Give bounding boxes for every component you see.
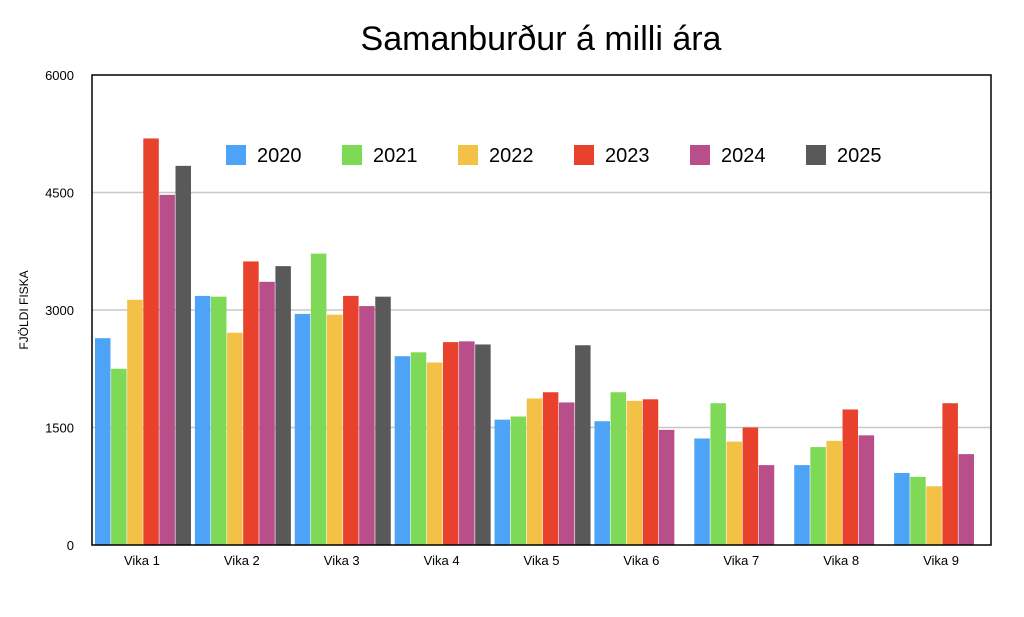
bar-2023-vika-7	[742, 427, 759, 545]
bar-2022-vika-3	[326, 314, 343, 545]
y-tick-label: 6000	[45, 68, 74, 83]
grid-lines	[92, 191, 991, 429]
x-tick-label: Vika 7	[723, 553, 759, 568]
bar-2021-vika-9	[910, 476, 926, 545]
bar-2023-vika-4	[442, 342, 459, 545]
x-tick-label: Vika 6	[623, 553, 659, 568]
bar-2024-vika-7	[758, 465, 775, 545]
bar-2020-vika-3	[294, 313, 311, 545]
bar-2022-vika-1	[127, 299, 143, 545]
bar-2020-vika-8	[794, 465, 810, 545]
bar-2020-vika-7	[694, 438, 710, 545]
bar-2024-vika-4	[459, 341, 475, 545]
legend-swatch-2024	[690, 145, 710, 165]
bar-2020-vika-4	[394, 356, 411, 545]
bar-2021-vika-6	[610, 392, 627, 545]
legend-swatch-2022	[458, 145, 478, 165]
bar-2024-vika-5	[558, 402, 575, 545]
y-tick-label: 0	[67, 538, 74, 553]
legend-label-2021: 2021	[373, 145, 418, 167]
bar-2022-vika-8	[826, 440, 842, 545]
bar-2021-vika-1	[111, 368, 127, 545]
bar-2024-vika-8	[858, 435, 875, 545]
bar-2025-vika-5	[575, 345, 591, 545]
x-tick-label: Vika 4	[424, 553, 460, 568]
bar-2021-vika-7	[710, 403, 726, 545]
plot-frame	[91, 74, 992, 546]
legend-label-2023: 2023	[605, 145, 650, 167]
bar-2022-vika-5	[526, 398, 543, 545]
x-tick-label: Vika 5	[524, 553, 560, 568]
bar-2023-vika-9	[942, 403, 958, 545]
bar-2020-vika-1	[95, 338, 111, 545]
y-tick-label: 1500	[45, 421, 74, 436]
bar-2025-vika-1	[175, 165, 191, 545]
bars	[95, 138, 975, 545]
legend-label-2025: 2025	[837, 145, 882, 167]
chart-title: Samanburður á milli ára	[361, 20, 722, 58]
bar-2020-vika-9	[894, 472, 910, 545]
legend: 2020 2021 2022 2023 2024 2025	[226, 145, 882, 167]
bar-2025-vika-4	[475, 344, 491, 545]
x-tick-label: Vika 8	[823, 553, 859, 568]
bar-2021-vika-3	[310, 253, 327, 545]
legend-swatch-2021	[342, 145, 362, 165]
bar-2022-vika-7	[726, 441, 743, 545]
bar-2023-vika-5	[542, 392, 559, 545]
legend-label-2020: 2020	[257, 145, 302, 167]
x-tick-label: Vika 9	[923, 553, 959, 568]
bar-2021-vika-5	[510, 416, 527, 545]
bar-2022-vika-6	[626, 400, 643, 545]
legend-label-2024: 2024	[721, 145, 766, 167]
legend-label-2022: 2022	[489, 145, 534, 167]
bar-2022-vika-2	[227, 332, 243, 545]
x-tick-label: Vika 2	[224, 553, 260, 568]
bar-2025-vika-2	[275, 266, 291, 545]
x-tick-label: Vika 1	[124, 553, 160, 568]
legend-swatch-2025	[806, 145, 826, 165]
y-tick-label: 4500	[45, 186, 74, 201]
bar-2024-vika-6	[658, 429, 675, 545]
bar-2024-vika-9	[958, 454, 975, 545]
bar-2021-vika-4	[410, 352, 427, 545]
bar-2023-vika-3	[343, 295, 359, 545]
legend-swatch-2020	[226, 145, 246, 165]
bar-2020-vika-2	[194, 295, 211, 545]
bar-2021-vika-8	[810, 447, 826, 545]
bar-2023-vika-6	[642, 399, 659, 545]
bar-2023-vika-1	[143, 138, 159, 545]
x-tick-label: Vika 3	[324, 553, 360, 568]
bar-2020-vika-5	[494, 419, 511, 545]
y-tick-label: 3000	[45, 303, 74, 318]
bar-2023-vika-2	[243, 261, 259, 545]
bar-2023-vika-8	[842, 409, 859, 545]
y-axis-label: FJÖLDI FISKA	[17, 270, 31, 349]
legend-swatch-2023	[574, 145, 594, 165]
bar-2024-vika-3	[359, 306, 375, 545]
bar-2020-vika-6	[594, 421, 610, 545]
bar-2021-vika-2	[210, 296, 227, 545]
bar-2025-vika-3	[375, 296, 391, 545]
axes: 0 1500 3000 4500 6000 Vika 1 Vika 2 Vika 3 Vika …	[45, 68, 992, 568]
bar-2022-vika-4	[426, 362, 443, 545]
bar-2022-vika-9	[926, 486, 942, 545]
bar-2024-vika-2	[259, 281, 275, 545]
bar-2024-vika-1	[159, 194, 175, 545]
